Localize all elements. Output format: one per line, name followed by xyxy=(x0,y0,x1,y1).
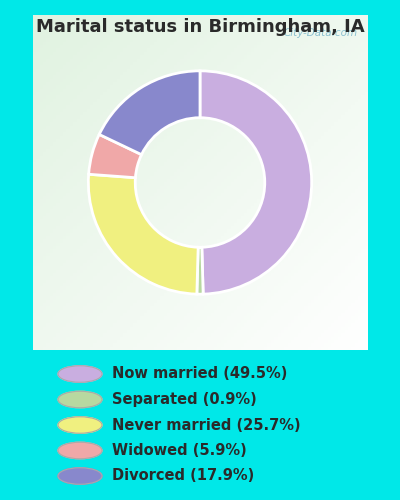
Text: Separated (0.9%): Separated (0.9%) xyxy=(112,392,257,407)
Circle shape xyxy=(58,391,102,408)
Circle shape xyxy=(58,417,102,433)
Text: Widowed (5.9%): Widowed (5.9%) xyxy=(112,443,247,458)
Wedge shape xyxy=(89,134,142,178)
Wedge shape xyxy=(88,174,198,294)
Circle shape xyxy=(58,468,102,484)
Wedge shape xyxy=(99,71,200,154)
Wedge shape xyxy=(197,247,203,294)
Text: Marital status in Birmingham, IA: Marital status in Birmingham, IA xyxy=(36,18,364,36)
Wedge shape xyxy=(200,71,312,294)
Circle shape xyxy=(58,442,102,459)
Text: Now married (49.5%): Now married (49.5%) xyxy=(112,366,287,382)
Text: City-Data.com: City-Data.com xyxy=(283,28,358,38)
Text: Never married (25.7%): Never married (25.7%) xyxy=(112,418,301,432)
Circle shape xyxy=(58,366,102,382)
Text: Divorced (17.9%): Divorced (17.9%) xyxy=(112,468,254,483)
